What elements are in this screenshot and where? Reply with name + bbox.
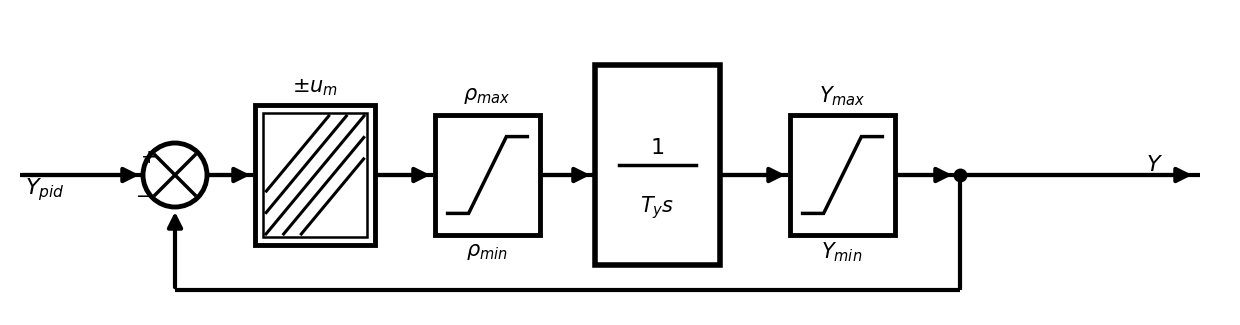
Text: $\rho_{min}$: $\rho_{min}$ bbox=[466, 242, 508, 262]
Text: $T_y s$: $T_y s$ bbox=[640, 195, 675, 221]
Bar bbox=[255, 105, 374, 245]
Circle shape bbox=[143, 143, 207, 207]
Bar bbox=[435, 115, 539, 235]
Text: $1$: $1$ bbox=[650, 137, 665, 159]
Bar bbox=[595, 65, 720, 265]
Text: $Y$: $Y$ bbox=[1147, 154, 1163, 176]
Text: $+$: $+$ bbox=[140, 149, 156, 167]
Text: $-$: $-$ bbox=[135, 186, 151, 204]
Bar bbox=[790, 115, 895, 235]
Bar bbox=[263, 113, 367, 237]
Text: $Y_{max}$: $Y_{max}$ bbox=[818, 84, 866, 108]
Text: $Y_{min}$: $Y_{min}$ bbox=[821, 240, 863, 264]
Text: $Y_{pid}$: $Y_{pid}$ bbox=[25, 176, 64, 203]
Text: $\pm u_m$: $\pm u_m$ bbox=[291, 78, 339, 98]
Text: $\rho_{max}$: $\rho_{max}$ bbox=[464, 86, 511, 106]
